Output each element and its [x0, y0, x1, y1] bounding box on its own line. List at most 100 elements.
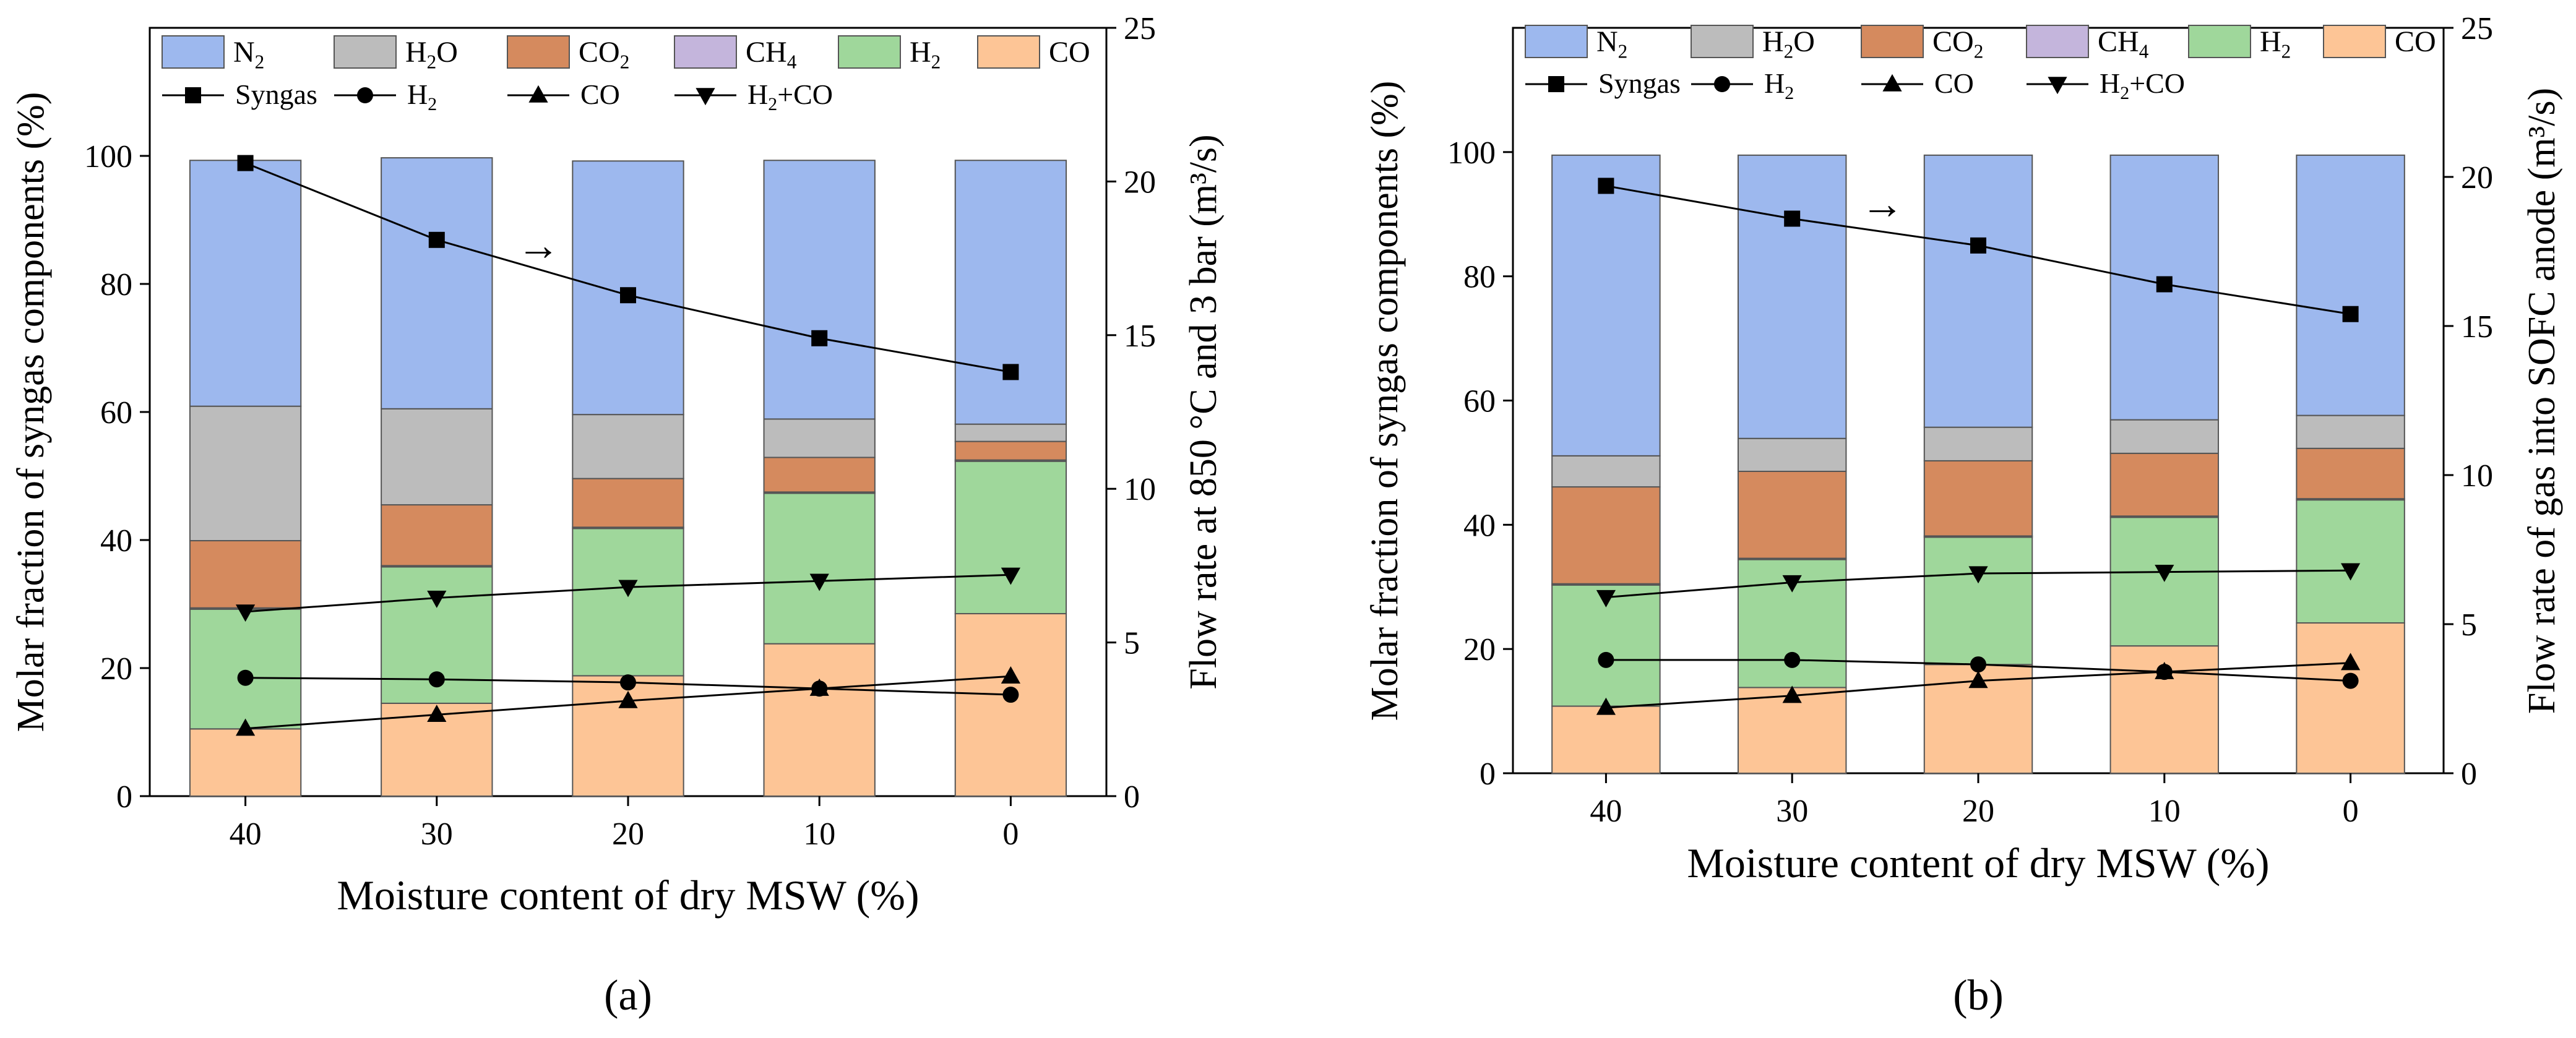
line-point-co	[1782, 685, 1802, 703]
line-point-h2-plus-co	[1001, 567, 1020, 585]
x-tick-label: 20	[612, 817, 644, 852]
legend-line-label-syngas: Syngas	[1598, 67, 1681, 99]
line-point-h2	[1784, 651, 1801, 668]
legend-label-ch4: CH4	[2098, 25, 2149, 62]
legend-marker-co	[528, 85, 548, 103]
bar-segment-h2	[954, 460, 1067, 615]
line-point-h2-plus-co	[2341, 563, 2361, 581]
legend-marker-h2	[357, 87, 373, 103]
y-tick-label: 80	[100, 267, 132, 302]
x-tick-label: 10	[803, 817, 835, 852]
bar-segment-h2o	[189, 405, 302, 542]
x-tick-label: 40	[1590, 794, 1622, 829]
bar-segment-n2	[381, 157, 493, 410]
legend-label-co: CO	[2395, 25, 2436, 58]
legend-line-label-h2: H2	[1764, 67, 1794, 103]
x-axis-title: Moisture content of dry MSW (%)	[1687, 839, 2269, 886]
x-tick-label: 40	[230, 817, 262, 852]
legend-label-h2o: H2O	[1762, 25, 1815, 62]
bar-segment-co2	[763, 457, 876, 493]
legend-swatch-co	[2323, 25, 2386, 58]
y2-tick-label: 10	[1124, 472, 1156, 507]
legend-label-co2: CO2	[579, 36, 629, 73]
bar-segment-h2o	[954, 423, 1067, 442]
x-tick-label: 0	[2343, 794, 2359, 829]
line-point-h2	[428, 671, 445, 688]
bar-segment-co2	[2296, 447, 2405, 500]
y-tick-label: 60	[100, 395, 132, 431]
y-tick-label: 100	[84, 139, 132, 174]
legend-label-co2: CO2	[1932, 25, 1983, 62]
y2-tick-label: 0	[2461, 757, 2477, 792]
legend-marker-h2-plus-co	[696, 88, 715, 106]
line-point-syngas	[1002, 364, 1019, 380]
bar-segment-co2	[1737, 470, 1847, 559]
y2-tick-label: 0	[1124, 779, 1140, 815]
line-point-h2	[620, 674, 636, 691]
annotation-arrow: →	[517, 222, 560, 270]
legend-line-label-co: CO	[1934, 67, 1974, 99]
legend: N2 H2O CO2 CH4 H2 CO Syngas H2 CO H2+CO	[162, 35, 1090, 114]
legend-swatch-h2o	[334, 35, 397, 69]
legend-label-co: CO	[1049, 36, 1090, 69]
line-point-co	[809, 678, 829, 696]
y-axis-title: Molar fraction of syngas components (%)	[10, 92, 52, 732]
line-point-h2-plus-co	[809, 573, 829, 591]
y-tick-label: 100	[1447, 135, 1496, 171]
bar-segment-n2	[1551, 154, 1661, 457]
y2-tick-label: 25	[2461, 11, 2493, 46]
bar-segment-h2o	[1551, 455, 1661, 488]
line-point-syngas	[620, 287, 636, 304]
bar-segment-h2	[189, 608, 302, 730]
legend-swatch-co2	[1861, 25, 1924, 58]
legend-swatch-co2	[507, 35, 570, 69]
bar-segment-h2o	[763, 418, 876, 458]
line-point-h2-plus-co	[618, 580, 638, 598]
y-tick-label: 40	[100, 523, 132, 559]
line-point-h2-plus-co	[236, 604, 256, 622]
line-point-h2	[2342, 672, 2359, 689]
legend-marker-syngas	[1548, 76, 1564, 92]
legend-line-label-co: CO	[580, 79, 620, 110]
line-layer	[236, 155, 1020, 736]
legend-label-h2: H2	[910, 36, 941, 73]
legend: N2 H2O CO2 CH4 H2 CO Syngas H2 CO H2+CO	[1525, 25, 2436, 103]
bar-segment-h2o	[2109, 419, 2220, 454]
legend-label-n2: N2	[1596, 25, 1627, 62]
bar-segment-co	[763, 643, 876, 797]
y-tick-label: 0	[116, 779, 132, 815]
bar-segment-n2	[2296, 154, 2405, 416]
x-tick-label: 20	[1962, 794, 1994, 829]
x-tick-label: 10	[2148, 794, 2181, 829]
y2-tick-label: 15	[1124, 319, 1156, 354]
line-point-syngas	[2342, 306, 2359, 322]
panel-label-b: (b)	[1953, 972, 2004, 1019]
bar-segment-co	[1551, 705, 1661, 774]
bar-segment-co2	[572, 478, 684, 528]
legend-marker-h2-plus-co	[2048, 77, 2067, 95]
line-point-co	[427, 705, 447, 723]
y-axis-title: Molar fraction of syngas components (%)	[1364, 81, 1406, 721]
y-tick-label: 20	[1463, 632, 1496, 667]
bar-layer	[189, 157, 1067, 797]
legend-marker-co	[1882, 74, 1902, 92]
x-axis-title: Moisture content of dry MSW (%)	[337, 872, 919, 919]
y-tick-label: 0	[1480, 757, 1496, 792]
legend-swatch-h2o	[1691, 25, 1754, 58]
annotation-arrow: →	[1861, 181, 1904, 228]
line-point-syngas	[2156, 276, 2173, 293]
y2-tick-label: 20	[1124, 165, 1156, 200]
bar-segment-co	[189, 728, 302, 797]
bar-segment-h2o	[381, 408, 493, 506]
legend-swatch-ch4	[674, 35, 737, 69]
line-point-syngas	[1970, 237, 1986, 254]
line-point-h2-plus-co	[1968, 566, 1988, 584]
bar-segment-n2	[954, 160, 1067, 425]
y2-tick-label: 15	[2461, 309, 2493, 345]
line-point-h2	[1598, 651, 1614, 668]
x-tick-label: 0	[1002, 817, 1019, 852]
bar-segment-n2	[189, 160, 302, 407]
